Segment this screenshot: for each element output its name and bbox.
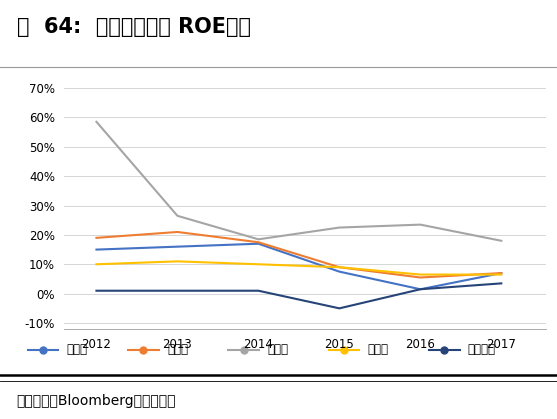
拓斯达 [174,213,181,218]
机器人 [255,241,262,246]
机器人 [498,271,505,276]
华中数控 [174,288,181,293]
新时达 [93,262,100,267]
机器人 [336,269,343,274]
新时达 [336,265,343,270]
华中数控 [255,288,262,293]
机器人 [93,247,100,252]
Text: 埃斯顿: 埃斯顿 [167,343,188,357]
Text: 华中数控: 华中数控 [468,343,496,357]
机器人 [417,287,424,292]
埃斯顿 [255,240,262,245]
拓斯达 [336,225,343,230]
Line: 埃斯顿: 埃斯顿 [96,232,501,277]
新时达 [255,262,262,267]
Line: 机器人: 机器人 [96,244,501,289]
Text: 拓斯达: 拓斯达 [267,343,289,357]
拓斯达 [417,222,424,227]
埃斯顿 [174,230,181,235]
埃斯顿 [336,265,343,270]
Line: 拓斯达: 拓斯达 [96,122,501,241]
华中数控 [498,281,505,286]
华中数控 [93,288,100,293]
新时达 [174,259,181,264]
Line: 新时达: 新时达 [96,261,501,274]
Text: 数据来源：Bloomberg，东北证券: 数据来源：Bloomberg，东北证券 [17,394,176,408]
埃斯顿 [417,275,424,280]
埃斯顿 [498,271,505,276]
Text: 图  64:  国内重点企业 ROE对比: 图 64: 国内重点企业 ROE对比 [17,17,251,37]
Line: 华中数控: 华中数控 [96,283,501,308]
拓斯达 [255,237,262,242]
埃斯顿 [93,235,100,241]
新时达 [498,272,505,277]
华中数控 [417,287,424,292]
华中数控 [336,306,343,311]
机器人 [174,244,181,249]
Text: 新时达: 新时达 [368,343,389,357]
新时达 [417,272,424,277]
Text: 机器人: 机器人 [67,343,88,357]
拓斯达 [498,238,505,243]
拓斯达 [93,119,100,124]
